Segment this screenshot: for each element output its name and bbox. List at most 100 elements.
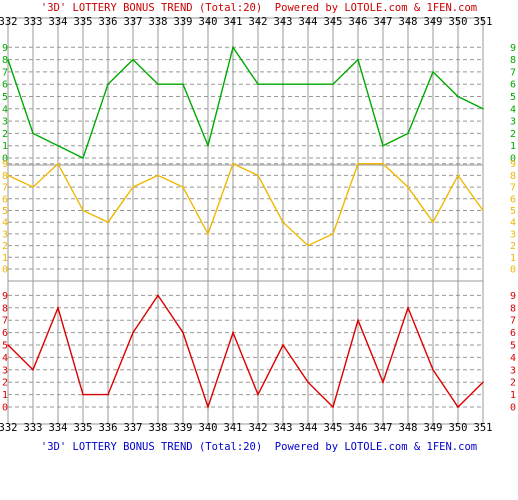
- data-point: [457, 95, 459, 98]
- x-tick-label-top: 332: [0, 16, 17, 28]
- y-tick-label-right: 3: [510, 365, 516, 376]
- data-point: [457, 174, 459, 177]
- data-point: [57, 144, 59, 147]
- y-tick-label-left: 3: [2, 365, 8, 376]
- x-tick-label-top: 336: [99, 16, 118, 28]
- data-point: [157, 174, 159, 177]
- data-point: [407, 186, 409, 188]
- data-point: [407, 307, 409, 309]
- x-tick-label-top: 337: [124, 16, 143, 28]
- data-point: [132, 186, 134, 188]
- y-tick-label-right: 4: [510, 104, 516, 115]
- y-tick-label-right: 5: [510, 92, 516, 103]
- y-tick-label-right: 7: [510, 183, 516, 194]
- data-point: [82, 157, 84, 159]
- y-tick-label-right: 5: [510, 341, 516, 352]
- data-point: [432, 369, 434, 371]
- y-tick-label-right: 0: [510, 403, 516, 414]
- y-tick-label-right: 2: [510, 378, 516, 389]
- x-tick-label-bottom: 339: [174, 422, 193, 434]
- y-tick-label-left: 4: [2, 353, 8, 364]
- y-tick-label-left: 8: [2, 303, 8, 314]
- y-tick-label-right: 1: [510, 141, 516, 152]
- data-point: [207, 233, 209, 235]
- y-tick-label-right: 6: [510, 80, 516, 91]
- data-point: [107, 221, 109, 223]
- x-tick-label-bottom: 333: [24, 422, 43, 434]
- x-tick-label-bottom: 346: [349, 422, 368, 434]
- data-point: [82, 393, 84, 396]
- data-point: [57, 307, 59, 309]
- data-point: [107, 83, 109, 85]
- y-tick-label-right: 3: [510, 229, 516, 240]
- data-point: [332, 233, 334, 235]
- data-point: [307, 381, 309, 384]
- x-tick-label-bottom: 349: [424, 422, 443, 434]
- y-tick-label-left: 9: [2, 291, 8, 302]
- data-point: [182, 331, 184, 334]
- y-tick-label-right: 9: [510, 291, 516, 302]
- x-tick-label-top: 341: [224, 16, 243, 28]
- x-tick-label-top: 334: [49, 16, 68, 28]
- y-tick-label-left: 4: [2, 104, 8, 115]
- data-point: [307, 83, 309, 85]
- y-tick-label-right: 6: [510, 328, 516, 339]
- x-tick-label-bottom: 338: [149, 422, 168, 434]
- x-tick-label-bottom: 348: [399, 422, 418, 434]
- y-tick-label-left: 6: [2, 80, 8, 91]
- x-tick-label-bottom: 340: [199, 422, 218, 434]
- y-tick-label-left: 1: [2, 390, 8, 401]
- y-tick-label-right: 7: [510, 67, 516, 78]
- data-point: [282, 83, 284, 85]
- data-point: [32, 186, 34, 188]
- x-tick-label-bottom: 336: [99, 422, 118, 434]
- x-axis-bottom-labels: 332 333 334 335 336 337 338 339 340 341 342 343 344 3…: [0, 422, 492, 434]
- y-tick-label-right: 3: [510, 117, 516, 128]
- y-tick-label-left: 7: [2, 316, 8, 327]
- x-tick-label-bottom: 334: [49, 422, 68, 434]
- y-tick-label-left: 2: [2, 129, 8, 140]
- series-line-2: [7, 162, 484, 247]
- data-point: [482, 381, 484, 384]
- x-tick-label-bottom: 344: [299, 422, 318, 434]
- y-tick-label-right: 5: [510, 206, 516, 217]
- x-tick-label-top: 348: [399, 16, 418, 28]
- y-tick-label-left: 8: [2, 55, 8, 66]
- y-tick-label-left: 0: [2, 154, 8, 165]
- y-tick-label-left: 5: [2, 92, 8, 103]
- data-point: [182, 83, 184, 85]
- data-point: [407, 132, 409, 135]
- data-point: [382, 162, 384, 165]
- data-point: [32, 132, 34, 135]
- x-tick-label-top: 350: [449, 16, 468, 28]
- data-point: [357, 58, 359, 61]
- y-tick-label-left: 7: [2, 67, 8, 78]
- y-tick-label-left: 1: [2, 253, 8, 264]
- data-point: [107, 393, 109, 396]
- y-tick-label-left: 6: [2, 328, 8, 339]
- y-tick-label-left: 7: [2, 183, 8, 194]
- y-tick-label-right: 2: [510, 241, 516, 252]
- data-point: [482, 108, 484, 110]
- x-tick-label-bottom: 335: [74, 422, 93, 434]
- data-point: [332, 406, 334, 408]
- y-tick-label-left: 3: [2, 117, 8, 128]
- x-tick-label-top: 351: [474, 16, 493, 28]
- y-tick-label-left: 2: [2, 378, 8, 389]
- data-point: [257, 393, 259, 396]
- x-tick-label-bottom: 347: [374, 422, 393, 434]
- x-tick-label-bottom: 343: [274, 422, 293, 434]
- x-tick-label-top: 335: [74, 16, 93, 28]
- series-line-1: [7, 45, 484, 159]
- data-point: [132, 58, 134, 61]
- y-tick-label-left: 1: [2, 141, 8, 152]
- footer-title: '3D' LOTTERY BONUS TREND (Total:20) Powe…: [41, 441, 477, 453]
- data-point: [132, 331, 134, 334]
- x-tick-label-top: 343: [274, 16, 293, 28]
- data-point: [7, 344, 9, 346]
- data-point: [157, 294, 159, 297]
- x-tick-label-top: 345: [324, 16, 343, 28]
- data-point: [232, 46, 234, 49]
- x-tick-label-top: 333: [24, 16, 43, 28]
- data-point: [207, 144, 209, 147]
